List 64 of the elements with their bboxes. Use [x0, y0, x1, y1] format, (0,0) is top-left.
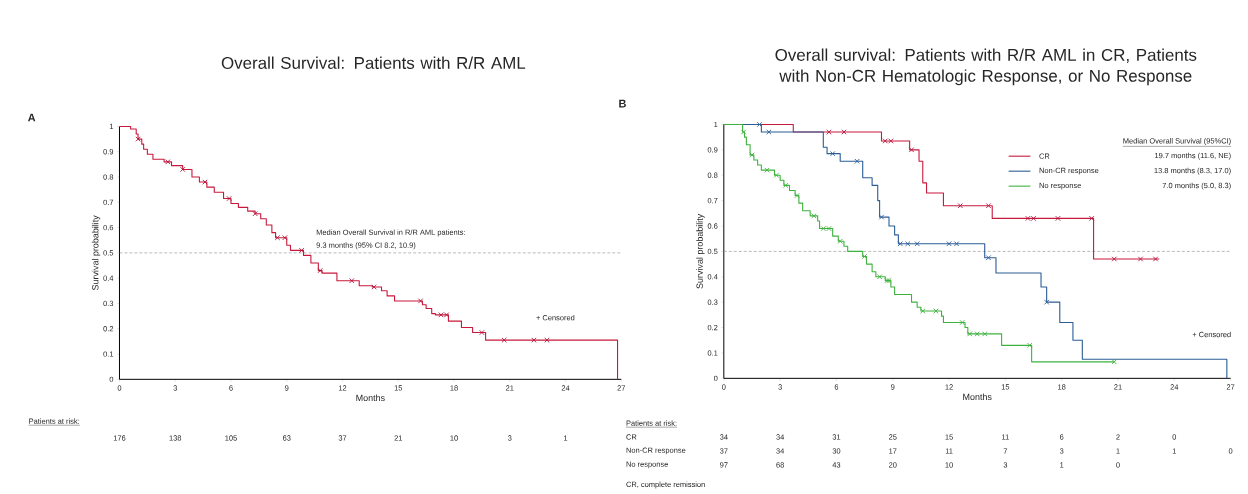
- point: [766, 129, 772, 135]
- point: [985, 255, 992, 261]
- chart-title: Overall Survival: Patients with R/R AML: [221, 56, 526, 70]
- point: [226, 195, 232, 202]
- point: [501, 337, 507, 343]
- point: [826, 129, 832, 135]
- point: [829, 151, 836, 157]
- point: [933, 308, 939, 314]
- point: [282, 235, 288, 241]
- point: [544, 337, 550, 343]
- point: [861, 253, 868, 260]
- point: [854, 158, 860, 165]
- point: [957, 203, 964, 209]
- text: B: [619, 99, 626, 108]
- point: [764, 167, 770, 173]
- point: [794, 192, 800, 199]
- point: [783, 182, 789, 189]
- point: [1027, 342, 1033, 349]
- point: [967, 331, 973, 337]
- point: [897, 241, 903, 247]
- text: A: [27, 113, 36, 122]
- point: [946, 241, 952, 247]
- point: [914, 241, 920, 247]
- point: [317, 267, 323, 274]
- point: [298, 247, 305, 254]
- point: [1111, 359, 1117, 365]
- y-axis-title: Survival probability: [696, 213, 705, 289]
- x-axis-title: Months: [963, 393, 992, 401]
- point: [878, 214, 885, 220]
- point: [1152, 256, 1159, 262]
- point: [985, 203, 992, 209]
- point: [905, 241, 911, 247]
- point: [749, 152, 755, 158]
- point: [953, 241, 960, 247]
- point: [1055, 215, 1061, 222]
- point: [837, 238, 843, 245]
- point: [165, 159, 171, 165]
- point: [1111, 256, 1117, 262]
- point: [252, 211, 258, 217]
- point: [417, 298, 424, 304]
- point: [479, 329, 485, 336]
- point: [740, 129, 747, 135]
- point: [974, 331, 980, 337]
- point: [371, 284, 377, 290]
- chart-title: Overall survival: Patients with R/R AML in CR, Patients with Non-CR Hematologic Response, or No Response: [775, 48, 1197, 86]
- y-axis-title: Survival probability: [91, 215, 101, 291]
- point: [908, 147, 915, 153]
- point: [841, 129, 847, 135]
- point: [1137, 256, 1144, 262]
- point: [349, 278, 355, 284]
- point: [811, 213, 817, 219]
- point: [982, 331, 988, 337]
- point: [1089, 215, 1095, 222]
- point: [920, 308, 926, 314]
- point: [1043, 299, 1050, 305]
- point: [531, 337, 537, 343]
- point: [135, 136, 141, 142]
- point: [202, 179, 208, 185]
- point: [876, 274, 883, 280]
- point: [773, 172, 780, 179]
- point: [274, 235, 281, 241]
- point: [959, 319, 965, 326]
- x-axis-title: Months: [356, 394, 385, 402]
- point: [179, 166, 186, 173]
